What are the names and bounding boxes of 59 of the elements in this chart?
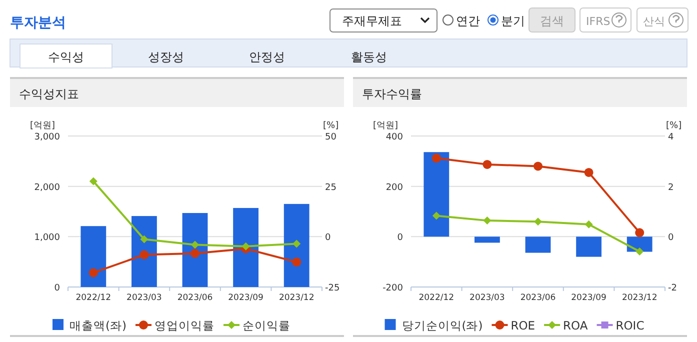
y-axis-title: [억원] xyxy=(373,121,398,131)
y-axis-title: [억원] xyxy=(30,121,56,131)
point xyxy=(584,168,594,177)
x-tick-label: 2023/06 xyxy=(177,293,213,303)
legend-label: 순이익률 xyxy=(242,318,290,332)
point xyxy=(89,177,98,186)
legend-label: 영업이익률 xyxy=(154,318,214,332)
y2-tick-label: 25 xyxy=(325,182,336,193)
y2-axis-title: [%] xyxy=(323,121,339,131)
point xyxy=(292,258,302,267)
point xyxy=(432,154,441,163)
x-tick-label: 2023/12 xyxy=(622,293,658,303)
point xyxy=(482,160,492,169)
y2-tick-label: 0 xyxy=(668,233,674,244)
x-tick-label: 2023/03 xyxy=(126,293,162,303)
legend-label: ROE xyxy=(510,318,536,332)
point xyxy=(534,162,542,171)
point xyxy=(140,235,148,244)
point xyxy=(635,228,644,238)
point xyxy=(483,216,492,225)
y-tick-label: -200 xyxy=(382,284,404,294)
x-tick-label: 2023/03 xyxy=(470,293,505,303)
point xyxy=(636,248,644,256)
x-tick-label: 2023/06 xyxy=(520,293,556,303)
legend-label: 당기순이익(좌) xyxy=(402,318,483,332)
legend-label: 매출액(좌) xyxy=(70,318,126,332)
x-tick-label: 2023/09 xyxy=(228,293,264,303)
chart-title: 투자수익률 xyxy=(362,87,422,101)
point xyxy=(140,250,149,260)
legend-label: ROA xyxy=(563,318,588,332)
point xyxy=(242,242,250,250)
legend-label: ROIC xyxy=(616,318,644,332)
y-tick-label: 0 xyxy=(54,284,60,294)
y-tick-label: 400 xyxy=(386,132,404,142)
y2-tick-label: -2 xyxy=(668,284,677,294)
y2-axis-title: [%] xyxy=(666,121,682,131)
point xyxy=(190,248,200,258)
chart-title: 수익성지표 xyxy=(19,87,79,101)
y2-tick-label: 50 xyxy=(325,132,337,142)
y2-tick-label: 2 xyxy=(668,182,674,193)
y2-tick-label: 4 xyxy=(668,132,674,142)
point xyxy=(292,240,301,248)
x-tick-label: 2022/12 xyxy=(76,293,112,303)
x-tick-label: 2023/09 xyxy=(571,293,606,303)
x-tick-label: 2023/12 xyxy=(278,293,314,303)
point xyxy=(191,240,199,249)
point xyxy=(88,268,98,278)
y-tick-label: 200 xyxy=(386,182,404,193)
point xyxy=(534,218,542,226)
y2-tick-label: -25 xyxy=(325,284,340,294)
point xyxy=(432,212,440,220)
y-tick-label: 1,000 xyxy=(34,233,60,244)
page-header: 투자분석 주재무제표 연간 분기 검색 IFRS 산식 수익성 성장성 안정성 활동성 xyxy=(10,8,688,68)
y2-tick-label: 0 xyxy=(325,233,331,244)
y-tick-label: 2,000 xyxy=(34,182,60,193)
y-tick-label: 3,000 xyxy=(34,132,60,142)
point xyxy=(584,220,593,228)
y-tick-label: 0 xyxy=(397,233,404,244)
x-tick-label: 2022/12 xyxy=(418,293,454,303)
